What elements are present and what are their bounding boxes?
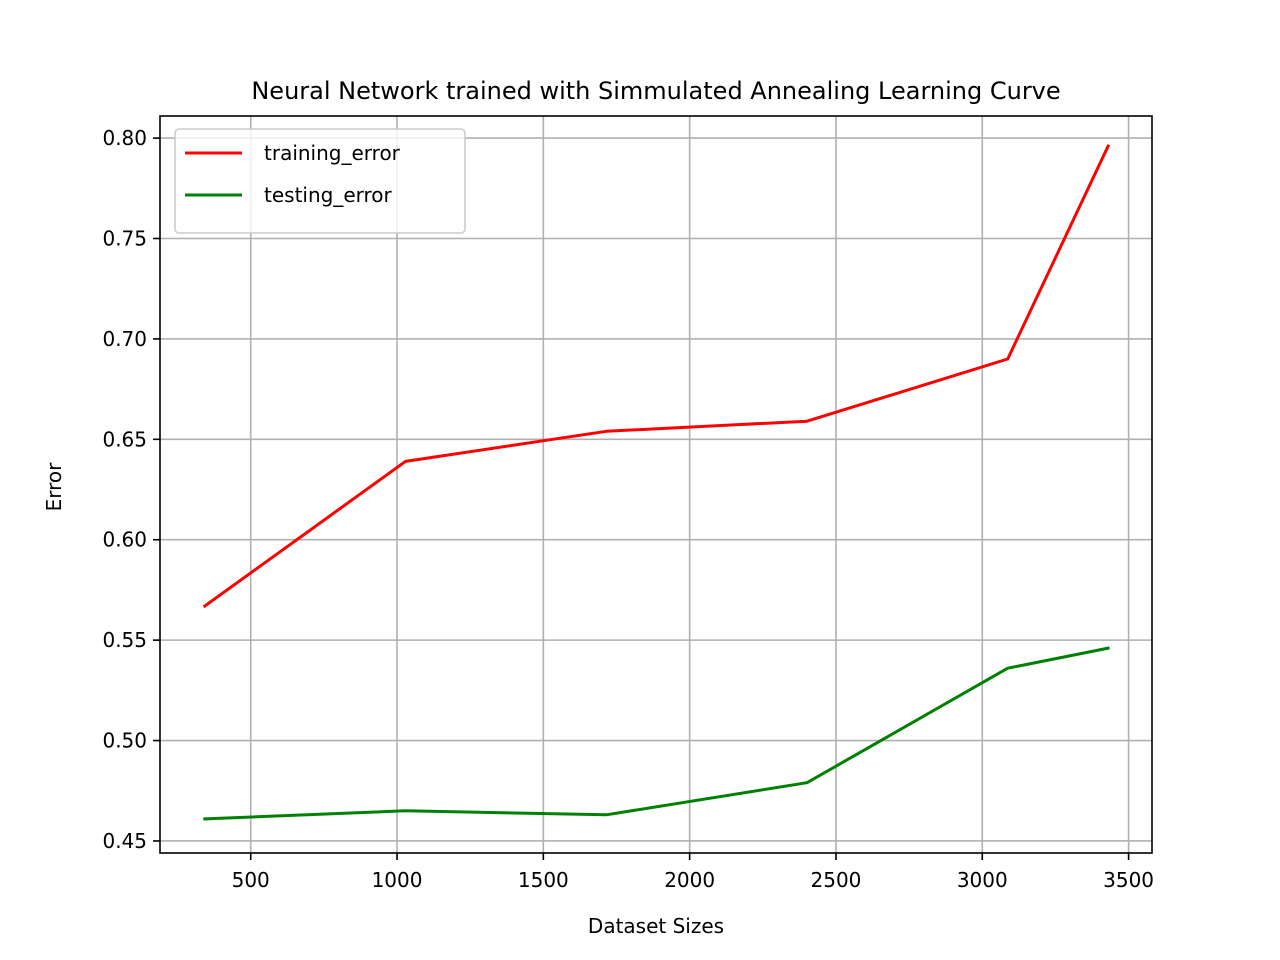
legend-label-training-error: training_error [264,141,401,165]
series-line-training-error [202,144,1111,609]
legend-label-testing-error: testing_error [264,183,393,207]
series-line-testing-error [203,646,1110,821]
y-axis-label: Error [42,462,66,512]
y-tick-label: 0.75 [102,226,147,250]
x-axis-label: Dataset Sizes [588,914,724,938]
x-tick-label: 500 [232,868,270,892]
legend-box [174,128,466,234]
x-tick-label: 1500 [518,868,569,892]
y-tick-label: 0.60 [102,528,147,552]
y-tick-label: 0.45 [102,829,147,853]
y-tick-label: 0.65 [102,427,147,451]
chart-title: Neural Network trained with Simmulated A… [251,77,1060,105]
series-lines [202,144,1111,821]
grid [160,116,1152,853]
y-tick-label: 0.70 [102,327,147,351]
plot-frame [159,115,1153,854]
x-tick-label: 2500 [811,868,862,892]
x-tick-label: 3000 [957,868,1008,892]
x-tick-label: 1000 [372,868,423,892]
x-tick-label: 3500 [1103,868,1154,892]
y-tick-label: 0.80 [102,126,147,150]
axis-ticks: 500 1000 1500 2000 2500 3000 3500 0.45 0.50 0.55 0… [102,126,1154,892]
x-tick-label: 2000 [664,868,715,892]
y-tick-label: 0.50 [102,729,147,753]
y-tick-label: 0.55 [102,628,147,652]
legend: training_error testing_error [174,128,466,234]
